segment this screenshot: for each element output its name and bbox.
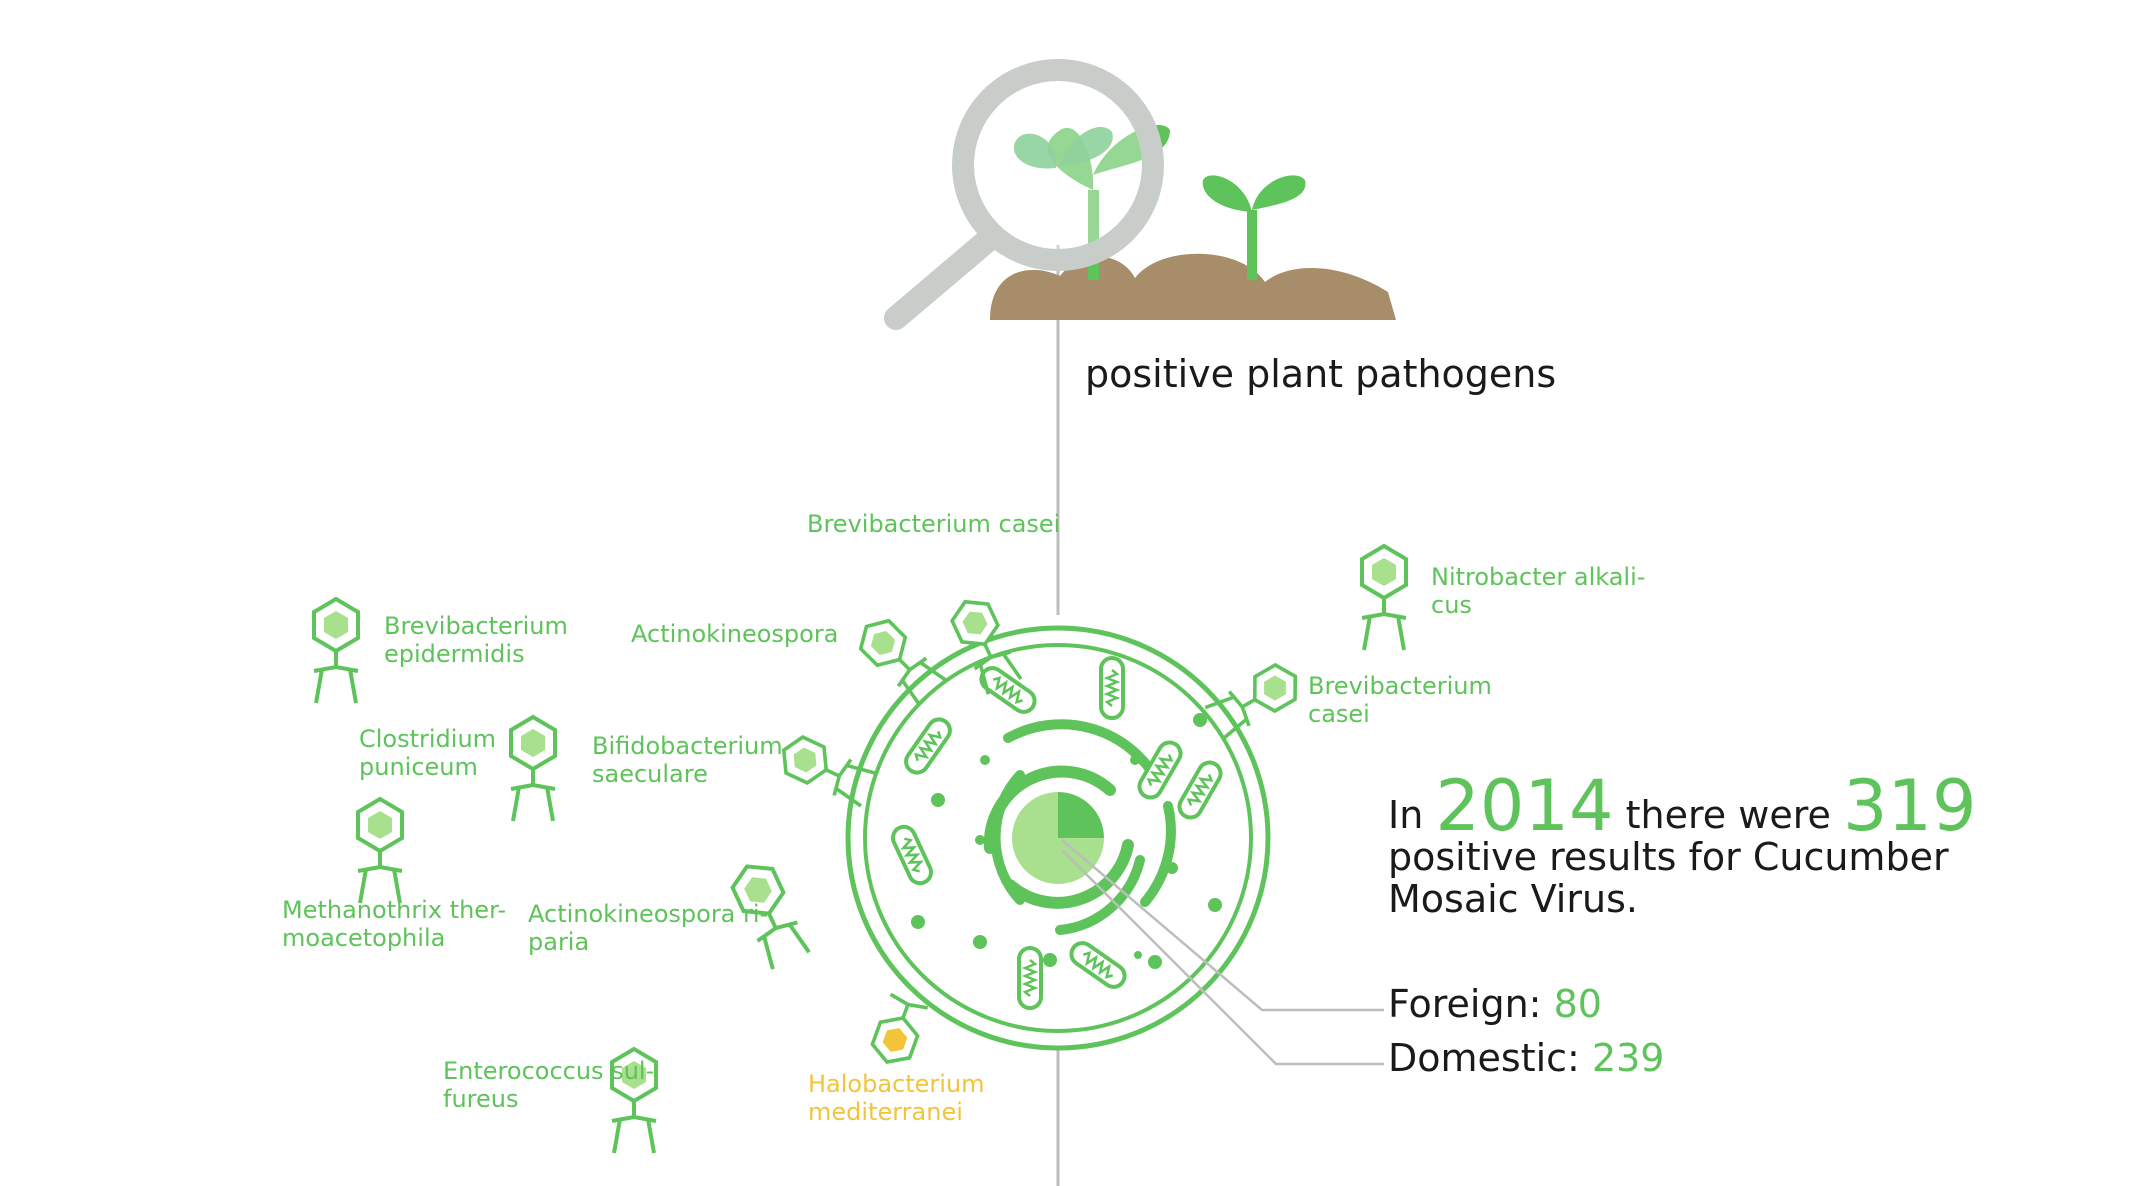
label-methanothrix-2: moacetophila [282, 924, 446, 952]
domestic-leader-line [1061, 849, 1384, 1066]
phage-icon [356, 797, 404, 905]
summary-middle: there were [1625, 793, 1831, 837]
summary-count: 319 [1842, 765, 1977, 847]
phage-icon [1360, 544, 1408, 652]
foreign-leader-line [1061, 839, 1384, 1012]
page-title: positive plant pathogens [1085, 352, 1557, 396]
foreign-value: 80 [1553, 982, 1602, 1026]
summary-line-3: Mosaic Virus. [1388, 877, 1638, 921]
domestic-value: 239 [1591, 1036, 1665, 1080]
summary-prefix: In [1388, 793, 1424, 837]
label-nitrobacter-2: cus [1431, 591, 1472, 619]
label-nitrobacter-1: Nitrobacter alkali- [1431, 563, 1646, 591]
label-enterococcus-2: fureus [443, 1085, 519, 1113]
label-halobacterium-1: Halobacterium [808, 1070, 985, 1098]
summary-statement: In 2014 there were 319 positive results … [1388, 771, 1977, 921]
label-brevibacterium-casei-right-1: Brevibacterium [1308, 672, 1492, 700]
label-methanothrix-1: Methanothrix ther- [282, 896, 507, 924]
label-enterococcus-1: Enterococcus sul- [443, 1057, 655, 1085]
pie-slice-foreign [1058, 792, 1104, 839]
label-actinokineospora-riparia-1: Actinokineospora ri- [528, 900, 769, 928]
summary-line-2: positive results for Cucumber [1388, 835, 1949, 879]
label-actinokineospora: Actinokineospora [631, 620, 839, 648]
domestic-label: Domestic: [1388, 1036, 1580, 1080]
label-clostridium-1: Clostridium [359, 725, 497, 753]
foreign-count: Foreign: 80 [1388, 982, 1602, 1026]
magnifying-glass-icon [884, 59, 1164, 330]
domestic-count: Domestic: 239 [1388, 1036, 1664, 1080]
label-brevibacterium-epidermidis-1: Brevibacterium [384, 612, 568, 640]
label-bifidobacterium-2: saeculare [592, 760, 708, 788]
label-actinokineospora-riparia-2: paria [528, 928, 590, 956]
pie-slice-domestic [1011, 792, 1104, 884]
label-clostridium-2: puniceum [359, 753, 478, 781]
label-brevibacterium-epidermidis-2: epidermidis [384, 640, 525, 668]
label-halobacterium-2: mediterranei [808, 1098, 963, 1126]
summary-year: 2014 [1435, 765, 1614, 847]
phage-icon [509, 715, 557, 823]
label-brevibacterium-casei-right-2: casei [1308, 700, 1370, 728]
label-bifidobacterium-1: Bifidobacterium [592, 732, 783, 760]
label-brevibacterium-casei-top: Brevibacterium casei [807, 510, 1061, 538]
seedling-small-icon [1202, 175, 1306, 280]
pie-chart [1011, 792, 1104, 884]
phage-icon [312, 597, 360, 705]
foreign-label: Foreign: [1388, 982, 1542, 1026]
